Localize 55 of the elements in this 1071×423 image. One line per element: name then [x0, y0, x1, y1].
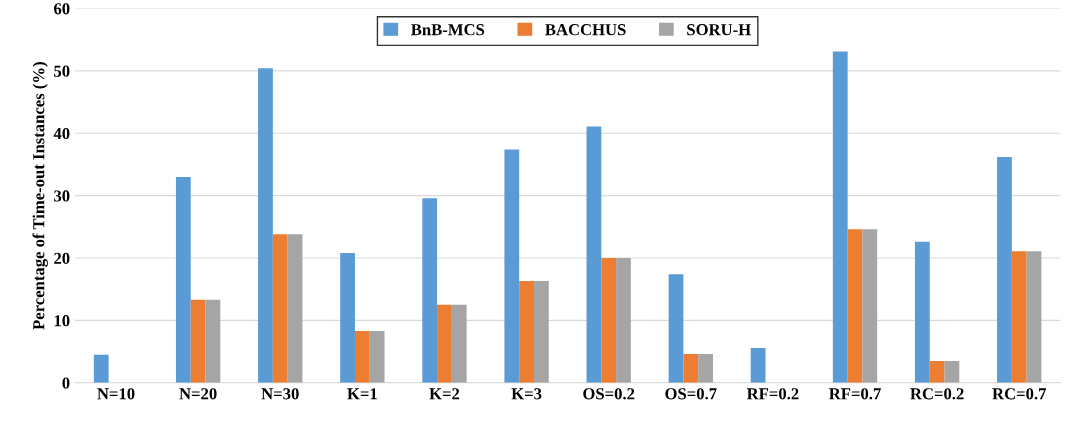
x-tick-label: N=10	[97, 388, 135, 400]
bar	[1026, 251, 1042, 383]
bar	[616, 258, 631, 383]
legend-label: BACCHUS	[545, 24, 626, 36]
bar	[190, 299, 206, 383]
bar	[668, 274, 684, 383]
bar	[287, 234, 303, 383]
bar	[750, 347, 766, 383]
legend-label: SORU-H	[687, 24, 751, 36]
x-tick-label: K=1	[347, 388, 377, 400]
bar	[698, 354, 713, 383]
bar	[914, 241, 930, 383]
bar	[437, 304, 452, 383]
bar	[533, 281, 549, 383]
x-tick-label: N=30	[261, 388, 299, 400]
bar	[586, 126, 602, 383]
bar	[451, 304, 467, 383]
bar	[601, 258, 617, 383]
bar	[354, 331, 370, 383]
bar	[175, 176, 191, 383]
y-tick-label: 20	[54, 252, 70, 264]
x-tick-label: OS=0.2	[583, 388, 635, 400]
bar	[683, 354, 699, 383]
x-tick-label: RC=0.2	[910, 388, 964, 400]
bar	[422, 198, 438, 383]
x-tick-label: RF=0.2	[746, 388, 799, 400]
bar	[847, 229, 863, 383]
y-tick-label: 50	[54, 65, 70, 77]
x-tick-label: N=20	[179, 388, 217, 400]
bar	[340, 253, 355, 383]
legend-label: BnB-MCS	[411, 24, 485, 36]
bar	[369, 331, 385, 383]
bar	[258, 68, 273, 383]
x-tick-label: RF=0.7	[829, 388, 881, 400]
x-tick-label: K=3	[511, 388, 542, 400]
bar	[1011, 251, 1027, 383]
bar	[997, 156, 1012, 383]
bar	[862, 229, 878, 383]
y-tick-label: 60	[54, 3, 70, 15]
bar	[272, 234, 288, 383]
bar	[832, 51, 848, 383]
bar	[944, 360, 960, 383]
y-tick-label: 0	[62, 377, 70, 389]
bar	[519, 281, 534, 383]
y-tick-label: 30	[54, 190, 70, 202]
y-tick-label: 40	[53, 127, 70, 140]
bar	[504, 149, 520, 383]
x-tick-label: OS=0.7	[665, 388, 717, 400]
bar	[929, 360, 945, 383]
x-tick-label: K=2	[429, 388, 460, 400]
y-tick-label: 10	[54, 315, 70, 327]
bar	[205, 299, 221, 383]
x-tick-label: RC=0.7	[992, 388, 1047, 400]
y-axis-title: Percentage of Time-out Instances (%)	[32, 62, 48, 330]
bar	[93, 354, 109, 383]
